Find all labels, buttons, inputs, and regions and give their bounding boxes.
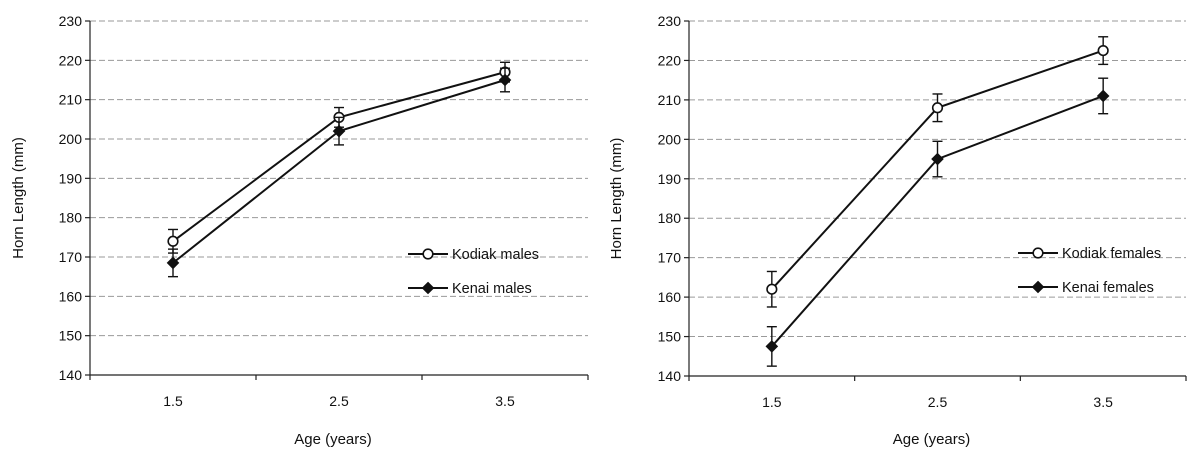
data-point [421, 281, 435, 295]
y-tick-label: 140 [658, 368, 682, 384]
legend-entry: Kodiak females [1018, 246, 1161, 262]
legend-entry: Kenai males [408, 281, 532, 297]
y-tick-label: 220 [658, 52, 682, 68]
y-tick-label: 230 [59, 13, 83, 29]
y-tick-label: 200 [59, 131, 83, 147]
x-tick-label: 2.5 [928, 394, 948, 410]
y-tick-label: 210 [658, 92, 682, 108]
x-tick-label: 3.5 [1093, 394, 1113, 410]
data-point [1097, 44, 1109, 57]
y-tick-label: 160 [59, 288, 83, 304]
chart-right: 140 150 160 170 180 190 200 210 220 230 1.5 2.5 3.5 A… [598, 0, 1196, 450]
data-point [167, 235, 179, 247]
series-line [172, 71, 506, 243]
y-tick-label: 150 [59, 328, 83, 344]
y-tick-label: 170 [59, 249, 83, 265]
x-tick-label: 1.5 [762, 394, 782, 410]
series-line [771, 95, 1104, 348]
x-axis-title: Age (years) [893, 431, 971, 448]
y-tick-label: 230 [658, 13, 682, 29]
legend-label: Kodiak females [1062, 246, 1161, 262]
legend-label: Kodiak males [452, 247, 539, 263]
series-2 [765, 77, 1110, 367]
x-tick-label: 1.5 [163, 393, 183, 409]
x-tick-label: 2.5 [329, 393, 349, 409]
data-point [931, 102, 944, 114]
y-tick-label: 150 [658, 329, 682, 345]
data-point [931, 152, 944, 166]
series-2 [166, 67, 512, 278]
chart-left-svg: 140 150 160 170 180 190 200 210 220 230 1.5 2.5 3.5 A… [10, 13, 589, 448]
data-point [498, 73, 512, 87]
y-tick-label: 220 [59, 52, 83, 68]
legend-entry: Kenai females [1018, 280, 1154, 296]
series-1 [766, 36, 1109, 308]
x-axis-title: Age (years) [294, 431, 372, 448]
y-tick-label: 190 [658, 171, 682, 187]
y-tick-label: 200 [658, 131, 682, 147]
data-point [765, 340, 779, 353]
chart-right-svg: 140 150 160 170 180 190 200 210 220 230 1.5 2.5 3.5 A… [608, 13, 1187, 448]
y-tick-label: 180 [658, 210, 682, 226]
series-1 [167, 61, 511, 254]
data-point [422, 248, 434, 260]
data-point [766, 283, 778, 295]
y-tick-label: 160 [658, 289, 682, 305]
data-point [166, 256, 180, 270]
y-axis-title: Horn Length (mm) [10, 137, 27, 259]
y-tick-label: 190 [59, 170, 83, 186]
legend-entry: Kodiak males [408, 247, 539, 263]
data-point [332, 124, 346, 138]
data-point [1096, 89, 1110, 103]
data-point [1031, 280, 1045, 294]
x-tick-label: 3.5 [495, 393, 515, 409]
chart-left: 140 150 160 170 180 190 200 210 220 230 1.5 2.5 3.5 A… [10, 13, 589, 448]
y-tick-label: 170 [658, 250, 682, 266]
legend-label: Kenai males [452, 281, 532, 297]
y-tick-label: 180 [59, 210, 83, 226]
y-tick-label: 210 [59, 92, 83, 108]
legend-label: Kenai females [1062, 280, 1154, 296]
data-point [1032, 247, 1044, 259]
y-axis-title: Horn Length (mm) [608, 138, 625, 260]
y-tick-label: 140 [59, 367, 83, 383]
